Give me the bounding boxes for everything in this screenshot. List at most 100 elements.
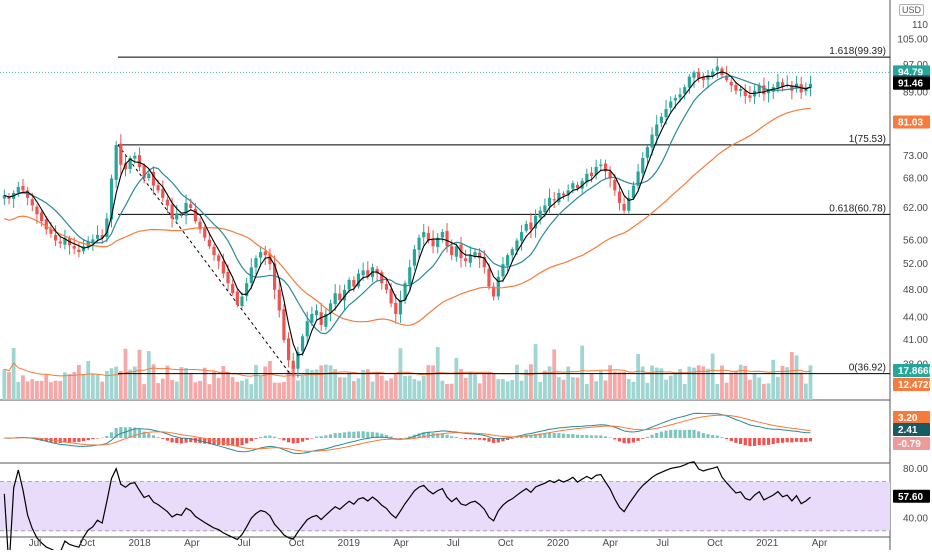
volume-bar (35, 380, 39, 400)
macd-histogram-bar (366, 431, 370, 438)
candle-body (165, 199, 170, 206)
volume-bar (496, 379, 501, 400)
candle-body (221, 261, 225, 274)
time-tick: Oct (289, 538, 305, 549)
macd-histogram-bar (100, 437, 104, 439)
candle-body (30, 199, 34, 206)
ma-slow-line (4, 107, 811, 326)
candle-body (557, 192, 561, 203)
price-tick: 73.00 (903, 151, 928, 162)
candle-body (659, 116, 663, 123)
volume-bar (323, 364, 328, 400)
volume-bar (538, 381, 543, 400)
volume-bar (729, 372, 734, 400)
macd-histogram-bar (398, 438, 403, 439)
candle-body (524, 223, 528, 231)
ma-mid-line (4, 75, 811, 335)
volume-bar (44, 374, 49, 400)
time-tick: Jul (656, 538, 669, 549)
volume-bar (692, 367, 696, 400)
volume-bar (743, 365, 748, 400)
macd-histogram-bar (235, 438, 239, 446)
volume-bar (720, 365, 724, 400)
candle-body (669, 101, 673, 108)
volume-bar (715, 383, 720, 400)
macd-histogram-bar (422, 432, 426, 438)
candle-body (375, 269, 379, 274)
macd-histogram-bar (510, 438, 514, 439)
candle-body (305, 321, 309, 337)
macd-histogram-bar (659, 431, 663, 438)
volume-bar (459, 368, 463, 400)
candle-body (338, 293, 342, 300)
candle-body (291, 360, 295, 369)
volume-bar (179, 367, 184, 400)
volume-bar (156, 383, 161, 400)
time-tick: Oct (707, 538, 723, 549)
candle-body (128, 157, 132, 170)
volume-bar (370, 381, 375, 400)
macd-histogram-bar (771, 438, 775, 445)
candle-body (81, 246, 86, 252)
rsi-line (3, 461, 811, 555)
volume-bar (785, 367, 790, 400)
candle-body (189, 204, 193, 208)
volume-bar (393, 373, 398, 400)
candle-body (156, 185, 160, 191)
macd-histogram-bar (794, 438, 799, 442)
candle-body (571, 183, 575, 189)
signal-line (4, 414, 811, 452)
rsi-band-fill (0, 481, 890, 531)
volume-bar (337, 377, 342, 400)
candle-body (40, 212, 44, 222)
volume-bar (53, 380, 58, 400)
candle-body (757, 85, 761, 93)
volume-bar (584, 384, 589, 400)
macd-histogram-bar (515, 437, 519, 438)
volume-bar (752, 373, 757, 400)
candle-body (198, 221, 202, 230)
macd-histogram-bar (72, 438, 76, 443)
volume-bar (375, 374, 380, 400)
price-tick: 105.00 (897, 35, 928, 46)
macd-histogram-bar (151, 435, 156, 438)
candle-body (748, 95, 752, 98)
time-tick: 2020 (547, 538, 570, 549)
volume-bar (407, 375, 412, 400)
macd-histogram-bar (711, 435, 715, 438)
volume-bar (501, 379, 505, 400)
candle-body (114, 145, 118, 180)
macd-histogram-bar (729, 438, 733, 442)
macd-histogram-bar (408, 436, 412, 438)
candle-body (808, 83, 813, 88)
candle-body (589, 172, 594, 177)
currency-label[interactable]: USD (898, 4, 924, 16)
price-tick: 44.00 (903, 313, 928, 324)
macd-histogram-bar (799, 438, 803, 443)
volume-ma-line (4, 362, 811, 377)
candle-body (440, 232, 444, 238)
candle-body (254, 258, 258, 268)
macd-histogram-bar (375, 432, 379, 438)
macd-histogram-bar (622, 438, 626, 444)
candle-body (725, 75, 729, 81)
volume-badge-bg (893, 364, 930, 377)
candle-body (7, 196, 11, 199)
candle-body (133, 155, 137, 159)
candle-body (436, 237, 440, 247)
macd-histogram-bar (370, 431, 375, 438)
volume-bar (361, 369, 366, 400)
macd-histogram-bar (650, 434, 654, 438)
volume-bar (277, 382, 282, 400)
candle-body (2, 195, 6, 199)
volume-bar (286, 371, 291, 400)
macd-histogram-bar (701, 432, 705, 438)
volume-bar (738, 364, 743, 400)
candle-body (109, 178, 114, 220)
macd-histogram-bar (63, 438, 67, 443)
volume-bar (789, 351, 794, 400)
macd-histogram-bar (575, 434, 580, 438)
rsi-tick: 40.00 (903, 514, 928, 525)
